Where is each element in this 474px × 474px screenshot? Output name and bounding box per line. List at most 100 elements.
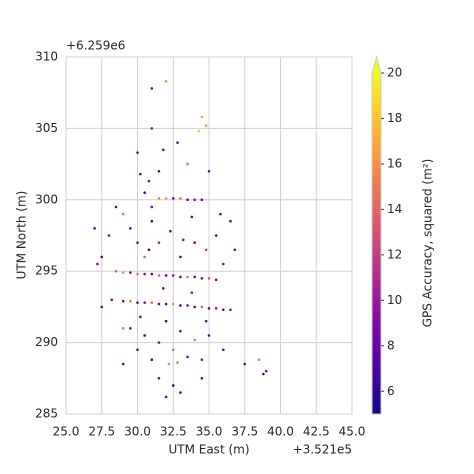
point xyxy=(164,79,168,83)
point xyxy=(167,362,171,366)
point xyxy=(136,151,139,154)
point xyxy=(171,348,175,352)
colorbar-tick-label: 10 xyxy=(387,293,402,307)
point xyxy=(190,215,194,219)
point xyxy=(150,301,154,304)
x-tick-label: 45.0 xyxy=(339,425,366,439)
point xyxy=(143,334,146,337)
point xyxy=(204,248,208,252)
point xyxy=(157,169,161,173)
point xyxy=(143,255,146,259)
point xyxy=(143,191,146,194)
point xyxy=(200,358,204,362)
point xyxy=(157,341,161,344)
point xyxy=(207,169,211,173)
colorbar-extend xyxy=(372,57,381,73)
point xyxy=(179,255,182,259)
x-tick-label: 27.5 xyxy=(88,425,115,439)
point xyxy=(139,315,142,319)
point xyxy=(157,377,161,380)
point xyxy=(110,298,114,302)
colorbar-tick-label: 6 xyxy=(387,384,395,398)
point xyxy=(207,277,211,280)
point xyxy=(129,271,132,274)
point xyxy=(150,358,154,362)
colorbar-tick-label: 18 xyxy=(387,111,402,125)
point xyxy=(233,248,237,252)
point xyxy=(207,334,211,337)
point xyxy=(150,127,154,130)
point xyxy=(164,319,168,323)
point xyxy=(176,361,179,364)
y-axis-label: UTM North (m) xyxy=(15,191,29,280)
point xyxy=(193,305,196,309)
point xyxy=(169,229,172,233)
point xyxy=(179,391,182,394)
point xyxy=(179,197,182,200)
point xyxy=(136,272,139,276)
y-offset: +6.259e6 xyxy=(66,39,125,53)
point xyxy=(200,377,204,380)
point xyxy=(200,198,204,202)
point xyxy=(204,319,208,323)
point xyxy=(204,124,208,127)
point xyxy=(129,327,132,330)
point xyxy=(136,348,139,352)
point xyxy=(181,238,185,242)
point xyxy=(214,234,218,237)
colorbar-tick-label: 16 xyxy=(387,156,402,170)
point xyxy=(150,87,154,90)
point xyxy=(129,227,132,230)
point xyxy=(157,241,161,244)
point xyxy=(229,308,232,312)
point xyxy=(176,141,179,144)
point xyxy=(157,274,161,277)
x-tick-label: 40.0 xyxy=(267,425,294,439)
colorbar-tick-label: 12 xyxy=(387,247,402,261)
point xyxy=(114,205,118,209)
point xyxy=(200,115,204,119)
point xyxy=(186,304,189,307)
point xyxy=(147,248,151,252)
point xyxy=(219,212,222,216)
point xyxy=(222,348,225,352)
point xyxy=(150,205,154,209)
point xyxy=(193,198,196,202)
point xyxy=(114,269,118,273)
x-tick-label: 35.0 xyxy=(196,425,223,439)
point xyxy=(147,179,151,183)
point xyxy=(171,274,175,277)
point xyxy=(121,362,125,366)
x-axis-label: UTM East (m) xyxy=(168,443,249,457)
point xyxy=(190,291,194,294)
point xyxy=(143,301,146,304)
point xyxy=(107,234,111,237)
point xyxy=(197,129,201,133)
point xyxy=(171,302,175,306)
y-tick-label: 310 xyxy=(35,50,58,64)
point xyxy=(229,219,232,223)
point xyxy=(100,305,104,309)
point xyxy=(136,301,139,304)
point xyxy=(243,362,247,366)
x-tick-label: 42.5 xyxy=(303,425,330,439)
point xyxy=(222,308,225,312)
point xyxy=(186,162,189,166)
x-offset: +3.521e5 xyxy=(293,443,352,457)
point xyxy=(164,395,168,399)
point xyxy=(121,299,125,303)
point xyxy=(157,302,161,306)
colorbar-tick-label: 14 xyxy=(387,202,402,216)
colorbar-tick-label: 20 xyxy=(387,66,402,80)
point xyxy=(186,355,189,359)
point xyxy=(121,271,125,274)
point xyxy=(179,304,182,307)
point xyxy=(222,262,225,266)
point xyxy=(136,241,139,244)
y-tick-label: 305 xyxy=(35,121,58,135)
point xyxy=(193,275,196,279)
point xyxy=(186,275,189,279)
point xyxy=(161,148,165,152)
point xyxy=(150,272,154,276)
point xyxy=(207,307,211,310)
